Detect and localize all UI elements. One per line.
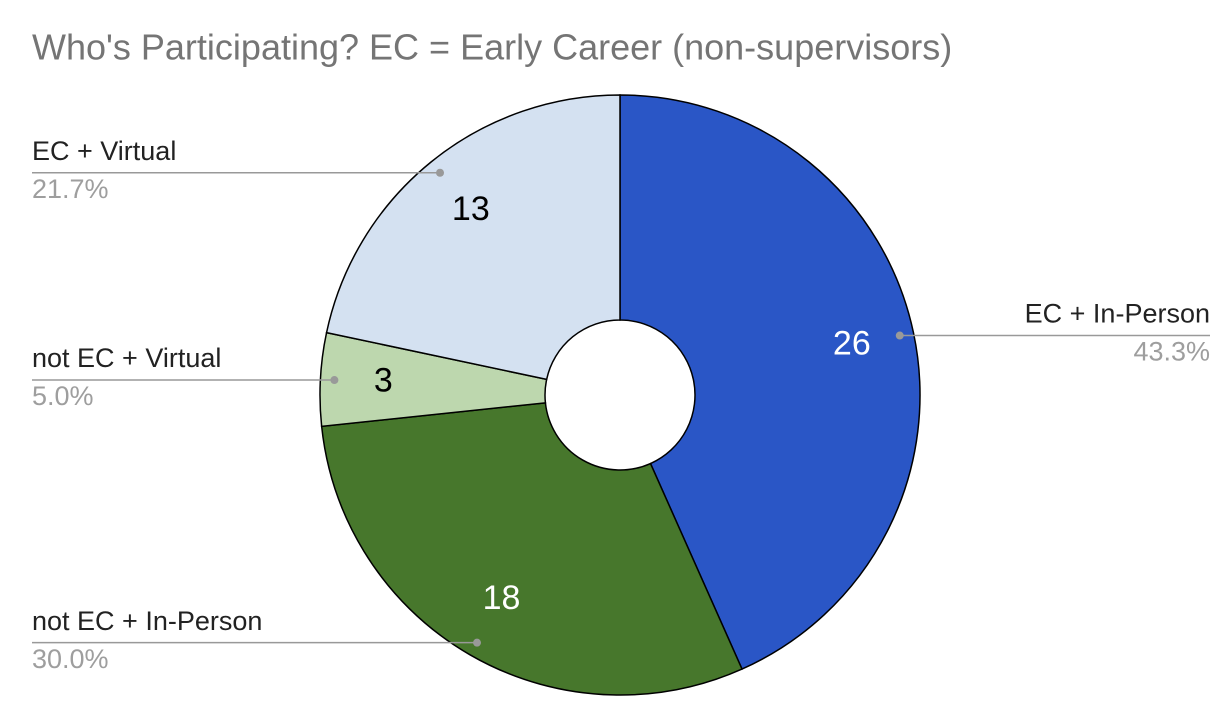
slice-value-label: 3 [374, 362, 393, 400]
leader-dot [473, 638, 481, 647]
percent-label: 30.0% [32, 644, 109, 674]
category-label: EC + Virtual [32, 136, 176, 166]
slice-value-label: 26 [833, 325, 871, 363]
donut-slice [320, 402, 744, 696]
donut-slice [325, 94, 621, 381]
slice-value-label: 13 [452, 190, 490, 228]
percent-label: 21.7% [32, 174, 109, 204]
slice-value-label: 18 [483, 579, 521, 617]
chart-title: Who's Participating? EC = Early Career (… [32, 27, 952, 68]
category-label: not EC + In-Person [32, 606, 262, 636]
category-label: not EC + Virtual [32, 343, 221, 373]
percent-label: 5.0% [32, 381, 94, 411]
leader-dot [895, 331, 904, 340]
percent-label: 43.3% [1133, 337, 1210, 367]
leader-dot [330, 376, 339, 385]
category-label: EC + In-Person [1025, 299, 1210, 329]
leader-dot [436, 168, 445, 177]
donut-slice [619, 94, 921, 671]
